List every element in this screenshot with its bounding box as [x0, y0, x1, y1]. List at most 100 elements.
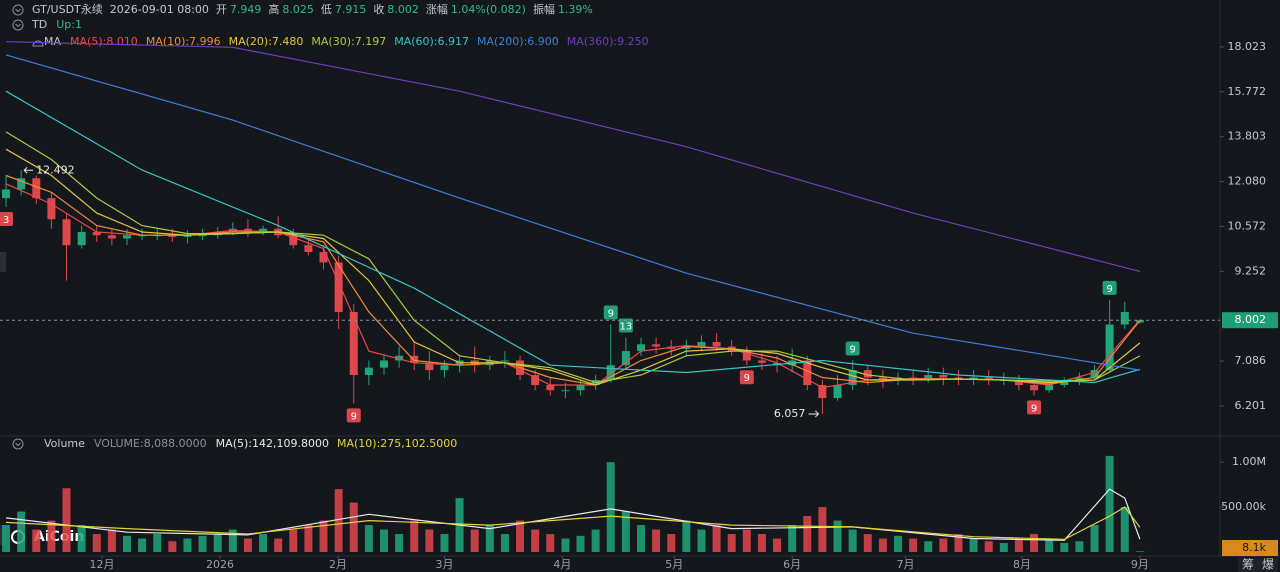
x-tick-label: 9月 [1131, 558, 1149, 571]
legend-entry: MA(10):7.996 [146, 35, 221, 48]
candle-body [198, 235, 207, 237]
candle-body [1090, 370, 1099, 378]
candle-body [364, 367, 373, 376]
volume-bar [138, 538, 147, 552]
toggle-icon[interactable] [12, 4, 24, 16]
x-tick-label: 2026 [206, 558, 234, 571]
volume-bar [682, 520, 691, 552]
volume-bar [122, 535, 131, 552]
button-label[interactable]: 筹 [1242, 558, 1254, 572]
volume-bar [1045, 538, 1054, 552]
candle-body [848, 370, 857, 386]
volume-bar [243, 538, 252, 552]
chart-title: Volume [44, 437, 85, 450]
eye-icon[interactable] [32, 40, 44, 47]
x-tick-label: 5月 [665, 558, 683, 571]
button[interactable] [1258, 558, 1278, 572]
td-badge [346, 408, 361, 423]
y-tick-label: 7.086 [1235, 354, 1267, 367]
candle-body [425, 362, 434, 371]
volume-bar [77, 525, 86, 552]
chevron [15, 442, 21, 447]
last-price-label: 8.002 [1235, 313, 1267, 326]
volume-bar [546, 534, 555, 552]
volume-bar [516, 520, 525, 552]
candle-body [863, 370, 872, 378]
last-volume-box [1222, 540, 1278, 556]
volume-bar [289, 529, 298, 552]
panel-toggles[interactable] [12, 4, 44, 450]
volume-bar [788, 525, 797, 552]
legend-entry: MA(5):8.010 [70, 35, 138, 48]
field-label: 低 [321, 3, 332, 16]
ma-line [5, 506, 1141, 541]
x-tick-label: 4月 [553, 558, 571, 571]
candle-body [682, 346, 691, 349]
candle-body [712, 342, 721, 347]
volume-bar [591, 529, 600, 552]
side-handle[interactable] [0, 252, 6, 272]
candle-body [1030, 385, 1039, 391]
volume-bar [168, 541, 177, 552]
y-tick-label: 18.023 [1228, 40, 1267, 53]
td-badge [845, 341, 860, 356]
candle-body [107, 235, 116, 239]
volume-bar [395, 534, 404, 552]
volume-bar [576, 535, 585, 552]
button[interactable] [1238, 558, 1258, 572]
x-tick-label: 2月 [329, 558, 347, 571]
y-tick-label: 12.080 [1228, 175, 1267, 188]
candle-body [939, 375, 948, 378]
volume-bar [1030, 534, 1039, 552]
candle-body [17, 178, 26, 190]
y-tick-label: 500.00k [1221, 500, 1266, 513]
candle-body [183, 235, 192, 237]
field-value: 1.39% [558, 3, 593, 16]
x-tick-label: 8月 [1013, 558, 1031, 571]
candle-body [1075, 377, 1084, 380]
volume-bar [652, 529, 661, 552]
y-tick-label: 9.252 [1235, 264, 1267, 277]
volume-bar [878, 538, 887, 552]
legend-title: MA [44, 35, 61, 48]
toggle-icon[interactable] [12, 19, 24, 31]
volume-bar [47, 520, 56, 552]
candle-body [878, 377, 887, 380]
volume-bar [893, 535, 902, 552]
candle-body [319, 251, 328, 263]
toggle-icon[interactable] [12, 438, 24, 450]
candle-body [833, 385, 842, 399]
button-label[interactable]: 爆 [1262, 558, 1274, 572]
volume-bar [606, 462, 615, 552]
annotation: 12.492 [36, 163, 75, 176]
logo-text: AiCoin [34, 529, 84, 545]
candle-body [621, 351, 630, 366]
volume-bar [531, 529, 540, 552]
volume-bar [984, 541, 993, 552]
volume-bar [17, 511, 26, 552]
volume-bar [304, 525, 313, 552]
volume-bar [410, 520, 419, 552]
candle-body [379, 360, 388, 368]
volume-bar [757, 534, 766, 552]
candle-body [2, 189, 11, 199]
volume-bar [863, 534, 872, 552]
field-value: 1.04%(0.082) [451, 3, 526, 16]
candle-body [803, 360, 812, 386]
td-label: 9 [351, 411, 357, 422]
volume-bar [107, 529, 116, 552]
td-badge [1027, 400, 1042, 415]
ma-line [5, 41, 1141, 272]
candle-body [1060, 379, 1069, 386]
candle-body [561, 390, 570, 392]
volume-bar [848, 529, 857, 552]
volume-bar [470, 529, 479, 552]
last-volume-label: 8.1k [1242, 541, 1266, 554]
volume-bar [259, 534, 268, 552]
legend-entry: MA(360):9.250 [567, 35, 649, 48]
chevron [15, 23, 21, 28]
candle-body [334, 262, 343, 312]
candle-body [1014, 379, 1023, 386]
volume-bar [1120, 507, 1129, 552]
